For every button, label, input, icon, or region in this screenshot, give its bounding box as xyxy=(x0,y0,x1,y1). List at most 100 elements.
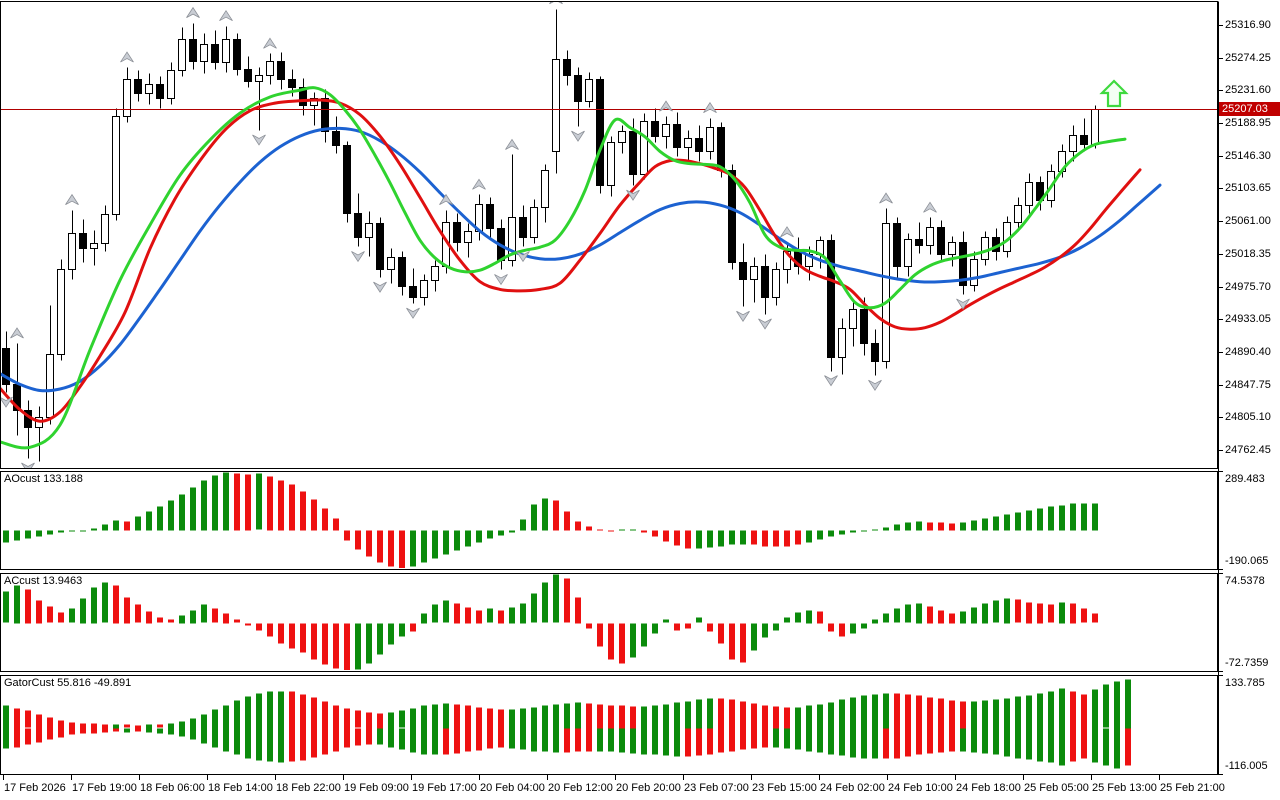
histogram-bar xyxy=(3,728,9,749)
histogram-bar xyxy=(553,500,559,531)
histogram-bar xyxy=(685,728,691,757)
histogram-bar xyxy=(806,728,812,752)
histogram-bar xyxy=(311,499,317,531)
histogram-bar xyxy=(586,703,592,729)
histogram-bar xyxy=(69,722,75,729)
histogram-bar xyxy=(773,530,779,547)
histogram-bar xyxy=(278,480,284,531)
candle-body xyxy=(739,262,747,280)
histogram-bar xyxy=(817,530,823,540)
histogram-bar xyxy=(762,728,768,748)
histogram-bar xyxy=(531,504,537,531)
candle-body xyxy=(981,237,989,260)
histogram-bar xyxy=(1081,608,1087,623)
histogram-bar xyxy=(619,705,625,729)
histogram-bar xyxy=(443,703,449,729)
histogram-bar xyxy=(3,705,9,729)
alligator-lips-line xyxy=(1,86,1127,450)
histogram-bar xyxy=(47,717,53,729)
histogram-bar xyxy=(652,530,658,537)
histogram-bar xyxy=(707,530,713,548)
histogram-bar xyxy=(696,699,702,729)
fractal-down-icon xyxy=(252,134,266,146)
histogram-bar xyxy=(289,484,295,531)
histogram-bar xyxy=(740,728,746,750)
histogram-bar xyxy=(256,623,262,631)
histogram-bar xyxy=(1092,728,1098,763)
histogram-bar xyxy=(333,518,339,531)
indicator-panel-gatorcust[interactable] xyxy=(3,679,1131,769)
histogram-bar xyxy=(509,728,515,749)
histogram-bar xyxy=(509,530,515,533)
histogram-bar xyxy=(663,704,669,729)
histogram-bar xyxy=(1048,691,1054,729)
time-axis-label: 19 Feb 17:00 xyxy=(412,782,477,794)
histogram-bar xyxy=(201,480,207,531)
main-chart[interactable] xyxy=(0,0,1218,473)
histogram-bar xyxy=(894,728,900,759)
fractal-down-icon xyxy=(516,251,530,263)
histogram-bar xyxy=(762,705,768,729)
histogram-bar xyxy=(1070,603,1076,624)
histogram-bar xyxy=(454,728,460,754)
histogram-bar xyxy=(102,524,108,531)
histogram-bar xyxy=(773,623,779,631)
fractal-up-icon xyxy=(549,2,563,5)
histogram-bar xyxy=(465,705,471,729)
price-axis-label: 25103.65 xyxy=(1225,182,1271,194)
candle-body xyxy=(178,39,186,71)
histogram-bar xyxy=(399,728,405,750)
histogram-bar xyxy=(91,728,97,734)
price-axis-label: 25146.30 xyxy=(1225,150,1271,162)
candle-body xyxy=(2,348,10,385)
histogram-bar xyxy=(949,700,955,729)
histogram-bar xyxy=(1070,691,1076,729)
histogram-bar xyxy=(157,728,163,734)
time-axis-label: 19 Feb 09:00 xyxy=(344,782,409,794)
histogram-bar xyxy=(894,524,900,531)
histogram-bar xyxy=(168,500,174,531)
histogram-bar xyxy=(751,703,757,729)
histogram-bar xyxy=(674,623,680,631)
histogram-bar xyxy=(14,728,20,748)
histogram-bar xyxy=(982,518,988,531)
histogram-bar xyxy=(938,728,944,753)
candle-body xyxy=(574,75,582,102)
histogram-bar xyxy=(322,701,328,729)
panel-border xyxy=(0,573,1218,672)
candle-body xyxy=(530,207,538,238)
histogram-bar xyxy=(355,530,361,550)
histogram-bar xyxy=(531,593,537,623)
histogram-bar xyxy=(201,604,207,623)
histogram-bar xyxy=(278,623,284,644)
histogram-bar xyxy=(289,691,295,729)
histogram-bar xyxy=(267,728,273,762)
histogram-bar xyxy=(124,521,130,531)
histogram-bar xyxy=(300,623,306,653)
histogram-bar xyxy=(619,623,625,664)
histogram-bar xyxy=(256,473,262,530)
histogram-bar xyxy=(520,603,526,624)
time-axis-label: 25 Feb 13:00 xyxy=(1092,782,1157,794)
histogram-bar xyxy=(1125,728,1131,766)
candle-body xyxy=(189,39,197,62)
indicator-panel-accust[interactable] xyxy=(3,574,1098,671)
histogram-bar xyxy=(674,728,680,757)
candle-body xyxy=(222,39,230,63)
histogram-bar xyxy=(102,728,108,733)
histogram-bar xyxy=(652,705,658,729)
time-axis-label: 23 Feb 15:00 xyxy=(752,782,817,794)
histogram-bar xyxy=(1081,694,1087,729)
histogram-bar xyxy=(872,619,878,624)
histogram-bar xyxy=(443,728,449,755)
histogram-bar xyxy=(47,606,53,623)
histogram-bar xyxy=(971,728,977,753)
candle-body xyxy=(563,59,571,76)
histogram-bar xyxy=(124,597,130,624)
price-axis-label: 24762.45 xyxy=(1225,444,1271,456)
indicator-panel-aocust[interactable] xyxy=(3,472,1098,569)
candle-body xyxy=(959,242,967,286)
histogram-bar xyxy=(718,698,724,729)
histogram-bar xyxy=(454,704,460,729)
